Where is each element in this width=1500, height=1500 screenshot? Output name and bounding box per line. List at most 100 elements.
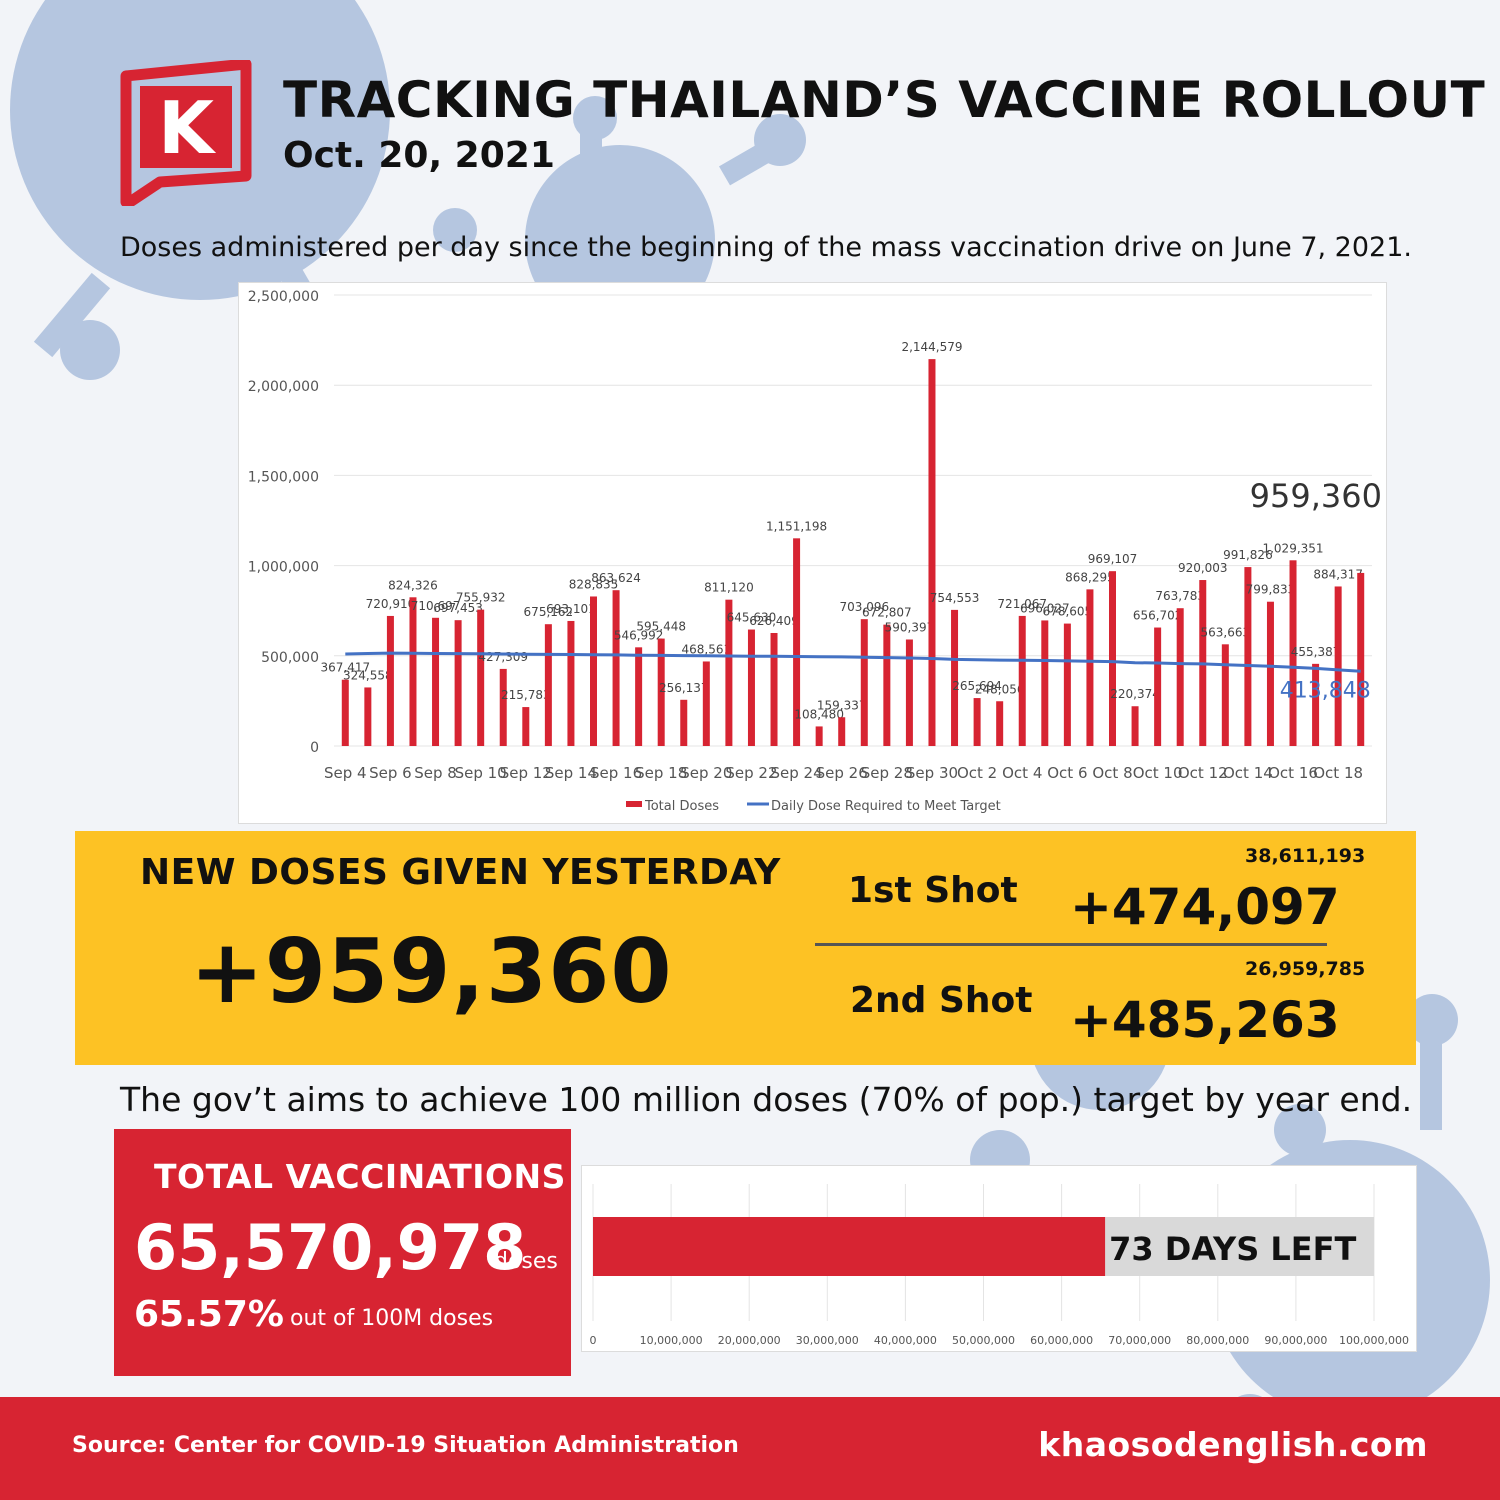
y-tick-label: 0 [310, 740, 319, 756]
total-vaccinations-unit: doses [494, 1249, 558, 1274]
bar-total-doses [635, 647, 643, 746]
bar-data-label: 590,397 [885, 620, 935, 634]
bar-total-doses [725, 599, 733, 746]
bar-total-doses [860, 619, 868, 746]
x-tick-label: Sep 28 [861, 764, 913, 782]
progress-tick-label: 90,000,000 [1264, 1334, 1327, 1347]
x-tick-label: Oct 2 [957, 764, 997, 782]
bar-total-doses [1041, 620, 1049, 746]
x-tick-label: Oct 12 [1178, 764, 1228, 782]
bar-total-doses [454, 620, 462, 746]
legend-label-required-dose: Daily Dose Required to Meet Target [771, 799, 1001, 814]
bar-total-doses [522, 707, 530, 746]
bar-total-doses [567, 620, 575, 746]
bar-data-label: 863,624 [591, 571, 641, 585]
bar-total-doses [1221, 644, 1229, 746]
y-tick-label: 1,000,000 [248, 560, 319, 576]
bar-data-label: 108,480 [794, 707, 844, 721]
page-date: Oct. 20, 2021 [283, 135, 555, 176]
target-progress-svg: 0 10,000,000 20,000,000 30,000,000 40,000,00… [590, 1184, 1409, 1347]
site-url[interactable]: khaosodenglish.com [1038, 1425, 1428, 1464]
x-tick-label: Sep 4 [324, 764, 367, 782]
x-tick-label: Sep 16 [590, 764, 642, 782]
bar-total-doses [341, 679, 349, 746]
bar-data-label: 468,561 [682, 642, 732, 656]
khaosod-logo: K [120, 60, 252, 206]
bar-data-label: 2,144,579 [901, 340, 962, 354]
bar-total-doses [793, 538, 801, 746]
bar-total-doses [612, 590, 620, 746]
x-tick-label: Oct 4 [1002, 764, 1042, 782]
y-tick-label: 500,000 [261, 650, 319, 666]
bar-data-label: 720,910 [366, 597, 416, 611]
bar-total-doses [544, 624, 552, 746]
bar-total-doses [1086, 589, 1094, 746]
x-tick-label: Oct 10 [1133, 764, 1183, 782]
total-vaccinations-label: TOTAL VACCINATIONS [154, 1157, 566, 1196]
bar-data-label: 696,027 [1020, 601, 1070, 615]
progress-achieved-bar [593, 1217, 1106, 1276]
bar-data-label: 763,783 [1155, 589, 1205, 603]
bar-total-doses [1312, 663, 1320, 746]
bar-total-doses [951, 609, 959, 746]
bar-data-label: 265,694 [952, 679, 1002, 693]
bar-data-label: 256,137 [659, 681, 709, 695]
bar-data-label: 159,337 [817, 698, 867, 712]
first-shot-total: 38,611,193 [1245, 845, 1366, 867]
progress-tick-label: 80,000,000 [1186, 1334, 1249, 1347]
chart-subtitle: Doses administered per day since the beg… [120, 232, 1412, 263]
bar-data-label: 991,826 [1223, 548, 1273, 562]
bar-total-doses [364, 687, 372, 746]
bar-total-doses [770, 632, 778, 746]
goal-text: The gov’t aims to achieve 100 million do… [120, 1080, 1413, 1119]
bar-total-doses [1266, 601, 1274, 746]
bar-data-label: 248,056 [975, 682, 1025, 696]
progress-tick-label: 100,000,000 [1339, 1334, 1409, 1347]
bar-total-doses [409, 597, 417, 746]
x-tick-label: Sep 8 [414, 764, 457, 782]
x-tick-label: Sep 20 [680, 764, 732, 782]
x-tick-label: Sep 18 [635, 764, 687, 782]
bar-data-label: 969,107 [1088, 552, 1138, 566]
target-progress-chart: 0 10,000,000 20,000,000 30,000,000 40,000,00… [581, 1165, 1417, 1352]
second-shot-total: 26,959,785 [1245, 958, 1366, 980]
bar-data-label: 828,835 [569, 577, 619, 591]
bar-total-doses [1334, 586, 1342, 746]
bar-total-doses [928, 359, 936, 746]
bar-data-label: 324,558 [343, 668, 393, 682]
bar-data-label: 755,932 [456, 591, 506, 605]
shot-divider [815, 943, 1327, 946]
new-doses-value: +959,360 [190, 920, 673, 1023]
latest-value-callout: 959,360 [1250, 477, 1382, 515]
bar-data-label: 656,702 [1133, 609, 1183, 623]
legend-swatch-total-doses [626, 801, 642, 807]
bar-data-label: 754,553 [930, 591, 980, 605]
required-dose-last-label: 413,848 [1280, 678, 1371, 703]
bar-data-label: 672,807 [862, 606, 912, 620]
bar-data-label: 721,067 [997, 597, 1047, 611]
bar-data-label: 1,151,198 [766, 519, 827, 533]
bar-data-label: 678,605 [1043, 605, 1093, 619]
footer: Source: Center for COVID-19 Situation Ad… [0, 1397, 1500, 1500]
bar-data-label: 220,374 [1110, 687, 1160, 701]
total-vaccinations-panel: TOTAL VACCINATIONS 65,570,978 doses 65.5… [114, 1129, 571, 1376]
bar-data-label: 215,783 [501, 688, 551, 702]
svg-text:K: K [158, 86, 216, 170]
x-tick-label: Sep 30 [906, 764, 958, 782]
source-text: Source: Center for COVID-19 Situation Ad… [72, 1433, 739, 1458]
bar-total-doses [996, 701, 1004, 746]
bar-data-label: 884,317 [1313, 567, 1363, 581]
progress-tick-label: 10,000,000 [640, 1334, 703, 1347]
bar-data-label: 455,387 [1291, 645, 1341, 659]
bar-total-doses [1154, 627, 1162, 746]
bar-total-doses [883, 624, 891, 746]
bar-total-doses [973, 698, 981, 746]
bar-total-doses [477, 609, 485, 746]
bar-data-label: 811,120 [704, 581, 754, 595]
bar-total-doses [815, 726, 823, 746]
bar-data-label: 799,833 [1246, 583, 1296, 597]
required-dose-line [345, 651, 1361, 673]
bar-total-doses [1063, 623, 1071, 746]
x-tick-label: Sep 14 [545, 764, 597, 782]
bar-total-doses [1289, 560, 1297, 746]
